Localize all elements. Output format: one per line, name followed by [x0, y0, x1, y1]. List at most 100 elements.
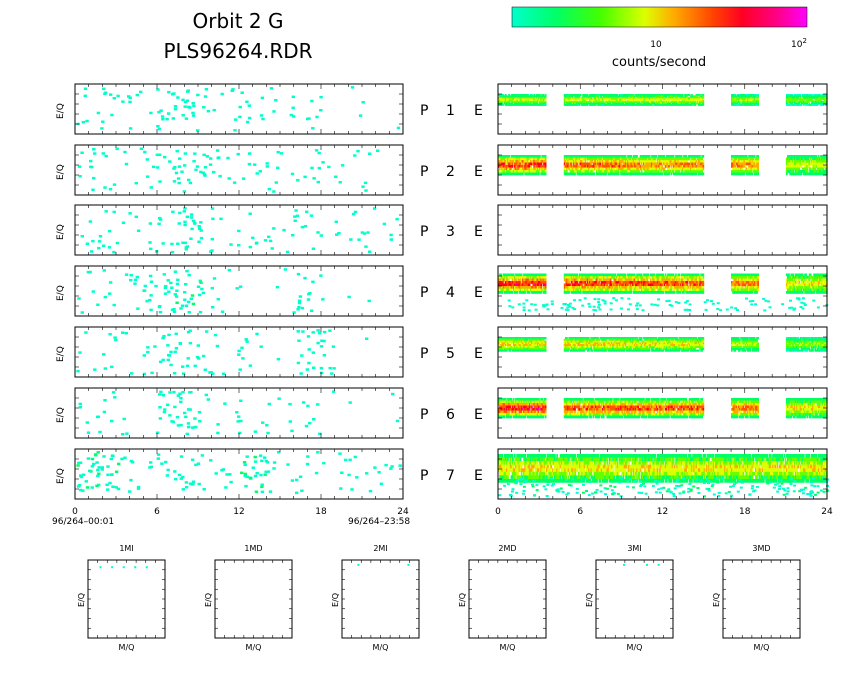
right-data-cell: [640, 95, 643, 98]
right-data-cell: [617, 157, 620, 161]
right-data-cell: [678, 157, 681, 161]
left-data-cell: [183, 152, 188, 155]
right-data-cell: [515, 99, 517, 102]
right-data-cell: [661, 101, 664, 103]
right-data-cell: [583, 98, 586, 101]
right-data-cell: [629, 94, 632, 96]
right-data-cell: [661, 102, 664, 105]
right-data-cell: [565, 283, 567, 287]
right-data-cell: [688, 104, 691, 106]
right-data-cell: [540, 286, 542, 289]
left-data-cell: [170, 250, 175, 254]
left-data-cell: [358, 114, 363, 117]
right-data-cell: [668, 165, 670, 168]
left-data-cell: [203, 95, 208, 98]
right-data-cell: [543, 102, 546, 105]
right-data-cell: [819, 162, 821, 166]
left-data-cell: [149, 308, 153, 312]
right-data-cell: [499, 102, 501, 105]
right-data-cell: [525, 165, 528, 168]
right-data-cell: [512, 278, 515, 282]
right-data-cell: [748, 170, 750, 173]
right-data-cell: [566, 167, 568, 171]
right-data-cell: [542, 95, 545, 98]
right-data-cell: [793, 172, 796, 176]
right-data-cell: [643, 155, 645, 158]
right-data-cell: [568, 102, 571, 105]
right-data-cell: [500, 276, 502, 279]
right-data-cell: [793, 155, 796, 158]
left-data-cell: [113, 336, 117, 339]
left-data-cell: [182, 190, 187, 193]
right-data-cell: [501, 104, 504, 106]
right-data-cell: [623, 172, 626, 176]
right-data-cell: [755, 99, 757, 102]
right-data-cell: [627, 155, 629, 158]
right-data-cell: [667, 98, 669, 101]
right-data-cell: [684, 162, 686, 166]
left-data-cell: [149, 465, 153, 469]
right-data-cell: [651, 160, 653, 163]
right-data-cell: [607, 172, 610, 176]
right-data-cell: [655, 172, 658, 176]
right-data-cell: [633, 160, 636, 163]
right-data-cell: [500, 273, 502, 277]
right-data-cell: [538, 276, 540, 279]
right-data-cell: [646, 96, 649, 99]
right-data-cell: [656, 99, 659, 102]
right-data-cell: [522, 170, 524, 173]
right-data-cell: [604, 165, 606, 168]
right-data-cell: [540, 170, 542, 173]
right-data-cell: [510, 283, 513, 287]
right-data-cell: [683, 162, 685, 166]
right-data-cell: [619, 98, 621, 101]
right-data-cell: [662, 160, 665, 163]
right-data-cell: [661, 104, 664, 106]
right-data-cell: [502, 288, 505, 292]
right-data-cell: [656, 98, 659, 101]
right-data-cell: [815, 155, 818, 158]
left-data-cell: [301, 401, 306, 404]
right-data-cell: [649, 101, 652, 103]
right-data-cell: [747, 95, 749, 98]
right-data-cell: [667, 167, 669, 171]
right-data-cell: [736, 165, 739, 168]
right-data-cell: [620, 165, 622, 168]
right-data-cell: [581, 162, 583, 166]
right-data-cell: [500, 98, 502, 101]
right-data-cell: [645, 167, 648, 171]
right-data-cell: [697, 165, 700, 168]
right-data-cell: [749, 170, 751, 173]
right-data-cell: [795, 96, 797, 99]
left-data-cell: [180, 170, 184, 173]
left-data-cell: [376, 149, 380, 152]
right-data-cell: [667, 160, 669, 163]
right-data-cell: [632, 99, 635, 102]
right-data-cell: [664, 172, 667, 176]
right-data-cell: [688, 155, 691, 158]
right-data-cell: [647, 157, 650, 161]
right-data-cell: [543, 281, 546, 284]
right-data-cell: [816, 96, 819, 99]
right-data-cell: [566, 172, 568, 176]
right-data-cell: [817, 155, 820, 158]
right-data-cell: [677, 95, 680, 98]
right-data-cell: [787, 102, 789, 105]
right-data-cell: [670, 167, 673, 171]
right-data-cell: [797, 165, 799, 168]
right-data-cell: [757, 167, 759, 171]
right-data-cell: [566, 286, 568, 289]
left-data-cell: [261, 117, 265, 121]
right-data-cell: [636, 104, 638, 106]
right-data-cell: [668, 96, 670, 99]
left-data-cell: [241, 357, 245, 360]
right-data-cell: [582, 162, 584, 166]
right-data-cell: [516, 104, 518, 106]
right-data-cell: [596, 95, 598, 98]
right-data-cell: [544, 283, 547, 287]
right-data-cell: [811, 101, 813, 103]
right-data-cell: [686, 160, 689, 163]
right-data-cell: [638, 165, 641, 168]
right-data-cell: [539, 101, 541, 103]
right-data-cell: [661, 98, 664, 101]
